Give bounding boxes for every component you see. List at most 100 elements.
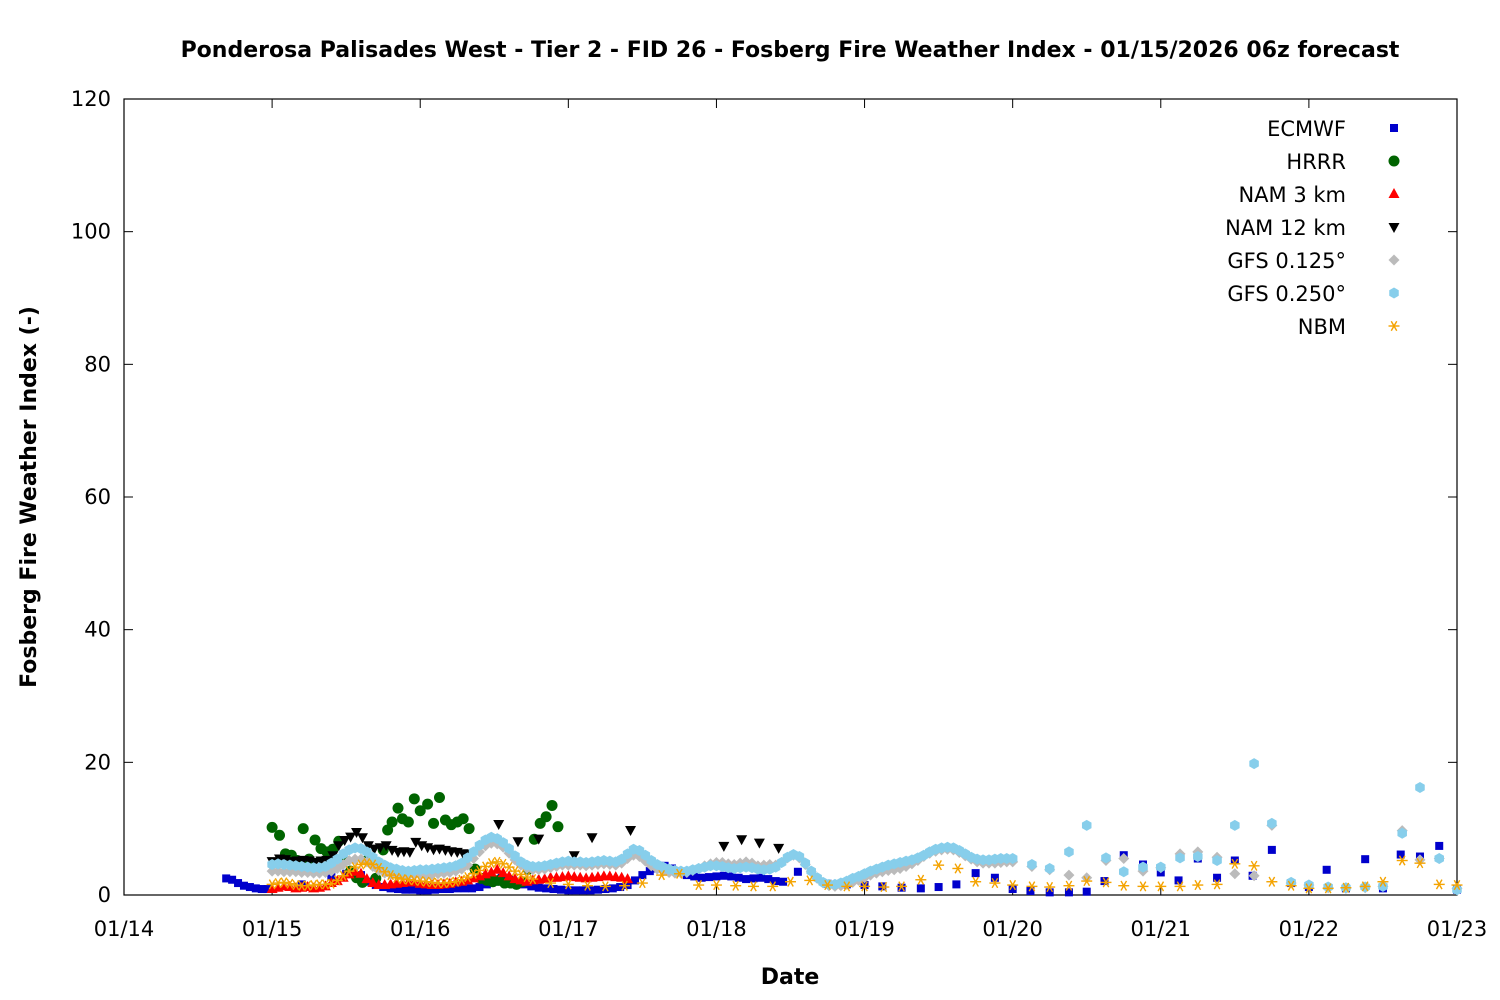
- legend-marker: [1390, 124, 1398, 132]
- data-point: [460, 884, 469, 893]
- legend-item: NAM 3 km: [1238, 183, 1400, 207]
- x-tick-label: 01/23: [1427, 917, 1488, 941]
- data-point: [1101, 852, 1111, 864]
- data-point: [497, 867, 509, 878]
- data-point: [571, 886, 580, 895]
- data-point: [309, 834, 321, 846]
- data-point: [361, 858, 373, 869]
- data-point: [410, 837, 422, 848]
- data-point: [753, 838, 765, 849]
- legend-marker: [1388, 223, 1400, 233]
- data-point: [878, 881, 890, 893]
- data-point: [367, 877, 379, 888]
- data-point: [1026, 887, 1035, 896]
- data-point: [362, 841, 374, 852]
- data-point: [1008, 885, 1017, 894]
- data-point: [736, 835, 748, 846]
- x-tick-label: 01/21: [1131, 917, 1192, 941]
- data-point: [527, 882, 536, 891]
- data-point: [599, 881, 611, 892]
- data-point: [793, 867, 802, 876]
- data-point: [468, 846, 479, 858]
- data-point: [361, 873, 373, 884]
- data-point: [971, 869, 980, 878]
- data-point: [1397, 827, 1407, 839]
- data-point: [433, 791, 445, 803]
- data-point: [1044, 862, 1055, 874]
- data-point: [1396, 850, 1405, 859]
- data-point: [1322, 883, 1334, 894]
- data-point: [1193, 851, 1203, 863]
- data-point: [952, 863, 964, 874]
- data-point: [512, 837, 524, 848]
- data-point: [1248, 860, 1260, 871]
- data-point: [534, 883, 543, 892]
- x-tick-label: 01/22: [1279, 917, 1340, 941]
- data-point: [841, 881, 853, 892]
- series-nam-12-km: [266, 820, 785, 868]
- data-point: [468, 884, 477, 893]
- data-point: [349, 865, 361, 876]
- data-point: [457, 813, 469, 825]
- data-point: [1229, 868, 1241, 880]
- y-tick-label: 60: [84, 485, 111, 509]
- data-point: [552, 821, 564, 833]
- data-point: [785, 876, 796, 887]
- legend-item: HRRR: [1286, 150, 1400, 174]
- data-point: [533, 834, 545, 845]
- y-tick-label: 0: [98, 883, 111, 907]
- data-point: [756, 873, 765, 882]
- data-point: [697, 873, 706, 882]
- data-point: [274, 829, 286, 841]
- data-point: [1064, 888, 1073, 897]
- data-point: [705, 873, 714, 882]
- data-point: [402, 816, 414, 828]
- data-point: [1212, 855, 1222, 867]
- data-point: [1340, 882, 1352, 893]
- data-point: [656, 869, 668, 881]
- data-point: [386, 816, 398, 828]
- series-nbm: [266, 855, 1463, 894]
- data-point: [257, 885, 266, 894]
- legend: ECMWF HRRR NAM 3 km NAM 12 km GFS 0.125° GFS …: [1225, 117, 1400, 339]
- data-point: [380, 841, 392, 852]
- data-point: [1229, 858, 1241, 869]
- data-point: [493, 820, 505, 831]
- data-point: [408, 793, 420, 805]
- data-point: [355, 859, 367, 870]
- data-point: [734, 873, 743, 882]
- data-point: [730, 880, 742, 891]
- data-point: [970, 876, 982, 887]
- data-point: [1322, 865, 1331, 874]
- data-point: [1174, 881, 1186, 892]
- data-point: [463, 823, 475, 835]
- data-point: [1452, 884, 1462, 896]
- legend-marker: [1388, 155, 1400, 167]
- data-point: [556, 885, 565, 894]
- data-point: [1063, 880, 1075, 891]
- data-point: [392, 802, 404, 814]
- data-point: [503, 870, 515, 881]
- data-point: [1192, 879, 1204, 891]
- y-tick-label: 120: [71, 87, 111, 111]
- data-point: [933, 860, 945, 871]
- data-point: [491, 856, 503, 867]
- data-point: [349, 853, 361, 865]
- data-point: [619, 880, 631, 891]
- y-tick-label: 100: [71, 220, 111, 244]
- data-point: [896, 881, 908, 892]
- data-point: [952, 880, 961, 889]
- legend-marker: [1388, 188, 1400, 198]
- data-point: [504, 843, 514, 855]
- data-point: [771, 877, 780, 886]
- data-point: [764, 875, 773, 884]
- legend-item: NBM: [1298, 315, 1400, 339]
- data-point: [749, 874, 758, 883]
- data-point: [718, 841, 730, 852]
- data-point: [915, 874, 927, 885]
- data-point: [1248, 870, 1260, 882]
- data-point: [693, 879, 705, 891]
- data-point: [1377, 876, 1389, 887]
- chart-title: Ponderosa Palisades West - Tier 2 - FID …: [181, 38, 1400, 63]
- data-point: [804, 875, 816, 886]
